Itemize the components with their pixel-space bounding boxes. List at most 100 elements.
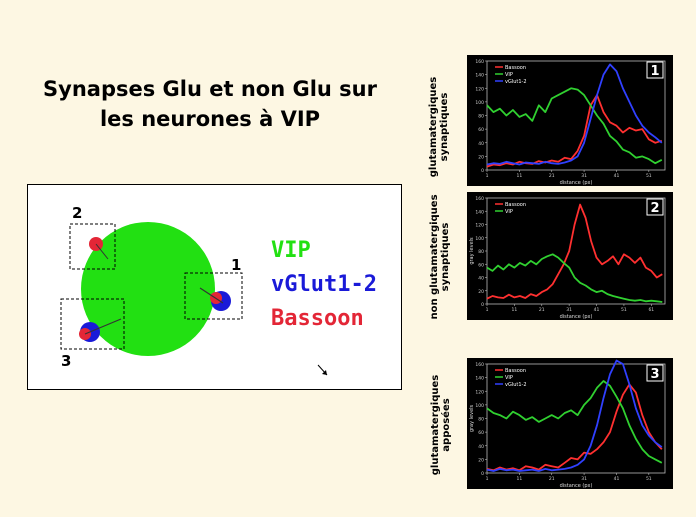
panel-number-box	[646, 364, 664, 382]
x-tick-label: 1	[486, 476, 489, 482]
side-label-3-line-1: glutamatergiques	[430, 374, 441, 476]
y-tick-label: 40	[478, 276, 484, 282]
neuron-diagram: 2 1 3	[60, 204, 328, 376]
synapse-3-axon	[84, 318, 122, 335]
series-line-vip	[486, 87, 663, 165]
y-tick-label: 80	[478, 249, 484, 255]
series-line-vglut1-2	[486, 63, 663, 166]
side-label-3-line-2: apposées	[441, 398, 452, 452]
y-tick-label: 100	[475, 100, 484, 106]
chart-panel-3: 0 20 40 60 80 100 120 140 160 1 11 21 31 41 51 distance…	[467, 358, 673, 489]
side-label-1-line-1: glutamatergiques	[428, 76, 439, 178]
plot-area	[486, 363, 666, 474]
y-tick-label: 140	[475, 209, 484, 215]
schema-label-2: 2	[72, 204, 82, 222]
y-tick-label: 0	[481, 302, 484, 308]
legend-entry: VIP	[505, 72, 513, 78]
x-tick-label: 21	[549, 173, 555, 179]
y-tick-label: 160	[475, 362, 484, 368]
plot-area	[486, 197, 666, 305]
legend-vglut: vGlut1-2	[271, 272, 377, 297]
y-tick-label: 160	[475, 59, 484, 65]
y-tick-label: 20	[478, 154, 484, 160]
y-tick-label: 80	[478, 417, 484, 423]
legend-entry: Bassoon	[505, 368, 526, 374]
y-tick-label: 120	[475, 389, 484, 395]
legend-bassoon: Bassoon	[271, 306, 364, 331]
y-tick-label: 160	[475, 196, 484, 202]
x-tick-label: 31	[581, 173, 587, 179]
panel-number-box	[646, 61, 664, 79]
synapse-box-3	[60, 298, 125, 350]
panel-number: 1	[650, 64, 659, 79]
y-tick-label: 100	[475, 403, 484, 409]
x-tick-label: 41	[594, 307, 600, 313]
x-tick-label: 11	[516, 476, 522, 482]
y-tick-label: 100	[475, 236, 484, 242]
series-line-bassoon	[486, 383, 663, 472]
legend-entry: vGlut1-2	[505, 382, 527, 388]
synapse-1-axon	[199, 287, 224, 304]
schema-label-1: 1	[231, 256, 241, 274]
x-axis-label: distance (px)	[560, 483, 593, 489]
legend-entry: Bassoon	[505, 65, 526, 71]
y-tick-label: 0	[481, 168, 484, 174]
x-tick-label: 21	[549, 476, 555, 482]
y-tick-label: 140	[475, 376, 484, 382]
side-label-2: non glutamatergiques synaptiques	[429, 192, 453, 322]
side-label-1: glutamatergiques synaptiques	[428, 67, 452, 187]
x-tick-label: 31	[566, 307, 572, 313]
y-tick-label: 20	[478, 457, 484, 463]
x-tick-label: 11	[512, 307, 518, 313]
x-tick-label: 11	[516, 173, 522, 179]
series-line-vip	[486, 380, 663, 464]
legend-entry: VIP	[505, 375, 513, 381]
x-tick-label: 41	[614, 476, 620, 482]
title-line-2: les neurones à VIP	[99, 107, 321, 131]
x-tick-label: 51	[646, 173, 652, 179]
x-axis-label: distance (px)	[560, 314, 593, 320]
x-tick-label: 51	[646, 476, 652, 482]
x-axis-label: distance (px)	[560, 180, 593, 186]
x-tick-label: 1	[486, 173, 489, 179]
y-tick-label: 60	[478, 262, 484, 268]
y-axis-label: gray levels	[469, 237, 475, 265]
legend-entry: VIP	[505, 209, 513, 215]
panel-number: 3	[650, 367, 659, 382]
legend-entry: Bassoon	[505, 202, 526, 208]
synapse-box-1	[184, 272, 243, 320]
y-tick-label: 60	[478, 430, 484, 436]
legend-vip: VIP	[271, 238, 311, 263]
synapse-2-axon	[95, 243, 109, 260]
series-line-vglut1-2	[486, 359, 663, 472]
x-tick-label: 61	[648, 307, 654, 313]
chart-panel-1: 0 20 40 60 80 100 120 140 160 1 11 21 31 41 51 distance…	[467, 55, 673, 186]
side-label-1-line-2: synaptiques	[439, 92, 450, 162]
y-tick-label: 0	[481, 471, 484, 477]
series-line-bassoon	[486, 203, 663, 300]
series-line-vip	[486, 253, 663, 303]
page-title: Synapses Glu et non Glu sur les neurones…	[20, 74, 400, 134]
x-tick-label: 51	[621, 307, 627, 313]
side-label-2-line-1: non glutamatergiques	[429, 194, 440, 320]
panel-number: 2	[650, 201, 659, 216]
legend-entry: vGlut1-2	[505, 79, 527, 85]
y-tick-label: 40	[478, 444, 484, 450]
x-tick-label: 21	[539, 307, 545, 313]
y-axis-label: gray levels	[469, 404, 475, 432]
arrow-head-icon	[322, 370, 327, 375]
y-tick-label: 80	[478, 114, 484, 120]
y-tick-label: 20	[478, 289, 484, 295]
y-tick-label: 60	[478, 127, 484, 133]
panel-number-box	[646, 198, 664, 216]
side-label-3: glutamatergiques apposées	[430, 370, 454, 480]
x-tick-label: 31	[581, 476, 587, 482]
neuron-schema: 2 1 3	[27, 184, 402, 390]
x-tick-label: 1	[486, 307, 489, 313]
y-tick-label: 40	[478, 141, 484, 147]
title-line-1: Synapses Glu et non Glu sur	[43, 77, 377, 101]
y-tick-label: 140	[475, 73, 484, 79]
y-tick-label: 120	[475, 223, 484, 229]
schema-label-3: 3	[61, 352, 71, 370]
